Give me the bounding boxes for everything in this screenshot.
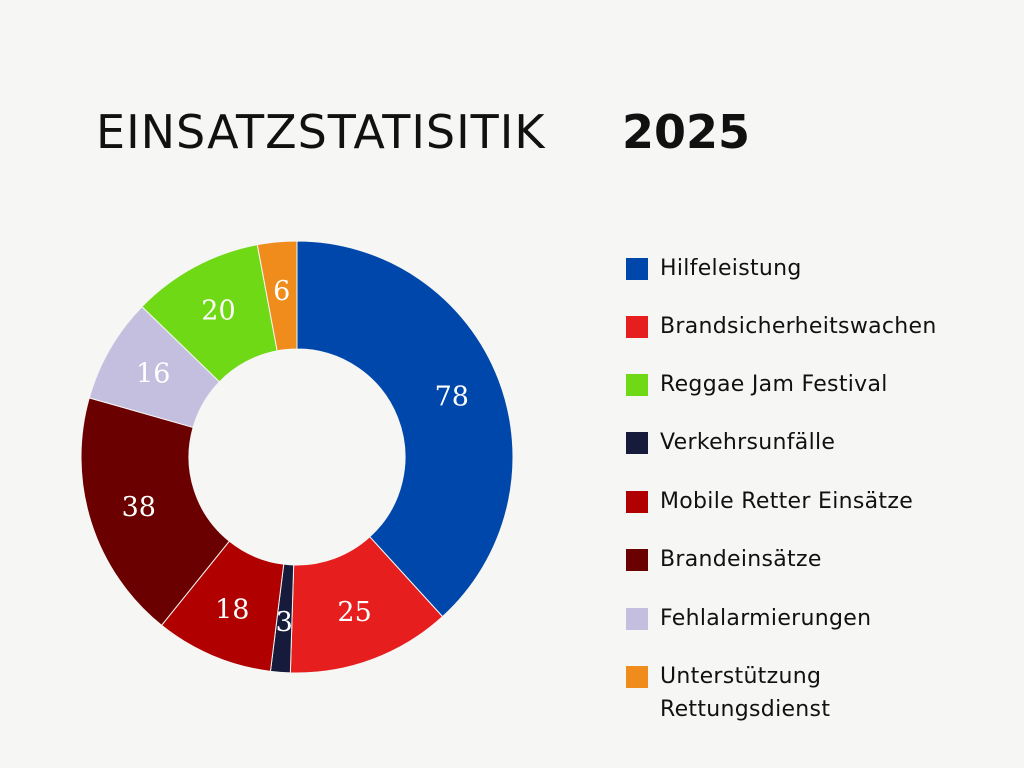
slice-value-mobile-retter-einsaetze: 18 [215,594,249,625]
donut-chart: 78 25 3 18 38 16 20 6 [80,240,514,674]
legend-swatch [626,549,648,571]
legend-label: Mobile Retter Einsätze [660,489,914,514]
slice-value-brandsicherheitswachen: 25 [337,597,371,628]
legend-item-fehlalarmierungen: Fehlalarmierungen [626,602,871,635]
slice-value-unterstuetzung-rettungsdienst: 6 [273,276,290,307]
legend-label: Reggae Jam Festival [660,372,888,397]
legend-item-hilfeleistung: Hilfeleistung [626,252,802,285]
slice-hilfeleistung [296,240,514,618]
slice-brandeinsaetze [80,397,230,626]
legend-label: Fehlalarmierungen [660,606,872,631]
legend-swatch [626,608,648,630]
legend-swatch [626,316,648,338]
legend-swatch [626,374,648,396]
slice-value-hilfeleistung: 78 [435,382,469,413]
legend-swatch [626,491,648,513]
legend-swatch [626,258,648,280]
chart-title: EINSATZSTATISITIK [96,105,546,159]
legend-label: Hilfeleistung [660,256,802,281]
legend-label: Brandeinsätze [660,547,822,572]
legend-item-brandsicherheitswachen: Brandsicherheitswachen [626,310,937,343]
legend-swatch [626,432,648,454]
legend-item-verkehrsunfaelle: Verkehrsunfälle [626,426,835,459]
legend-label: Unterstützung Rettungsdienst [660,664,831,722]
donut-slices [80,240,514,674]
slice-value-fehlalarmierungen: 16 [136,359,170,390]
legend-item-unterstuetzung-rettungsdienst: Unterstützung Rettungsdienst [626,660,880,726]
slice-unterstuetzung-rettungsdienst [256,240,298,352]
donut-slice-labels: 78 25 3 18 38 16 20 6 [122,276,469,638]
legend-item-mobile-retter-einsaetze: Mobile Retter Einsätze [626,485,913,518]
legend-label: Brandsicherheitswachen [660,314,937,339]
legend-swatch [626,666,648,688]
legend-item-brandeinsaetze: Brandeinsätze [626,543,822,576]
legend-label: Verkehrsunfälle [660,430,836,455]
slice-value-verkehrsunfaelle: 3 [276,607,293,638]
slice-value-brandeinsaetze: 38 [122,492,156,523]
chart-year: 2025 [622,105,751,159]
slice-value-reggae-jam-festival: 20 [201,295,235,326]
legend-item-reggae-jam-festival: Reggae Jam Festival [626,368,888,401]
